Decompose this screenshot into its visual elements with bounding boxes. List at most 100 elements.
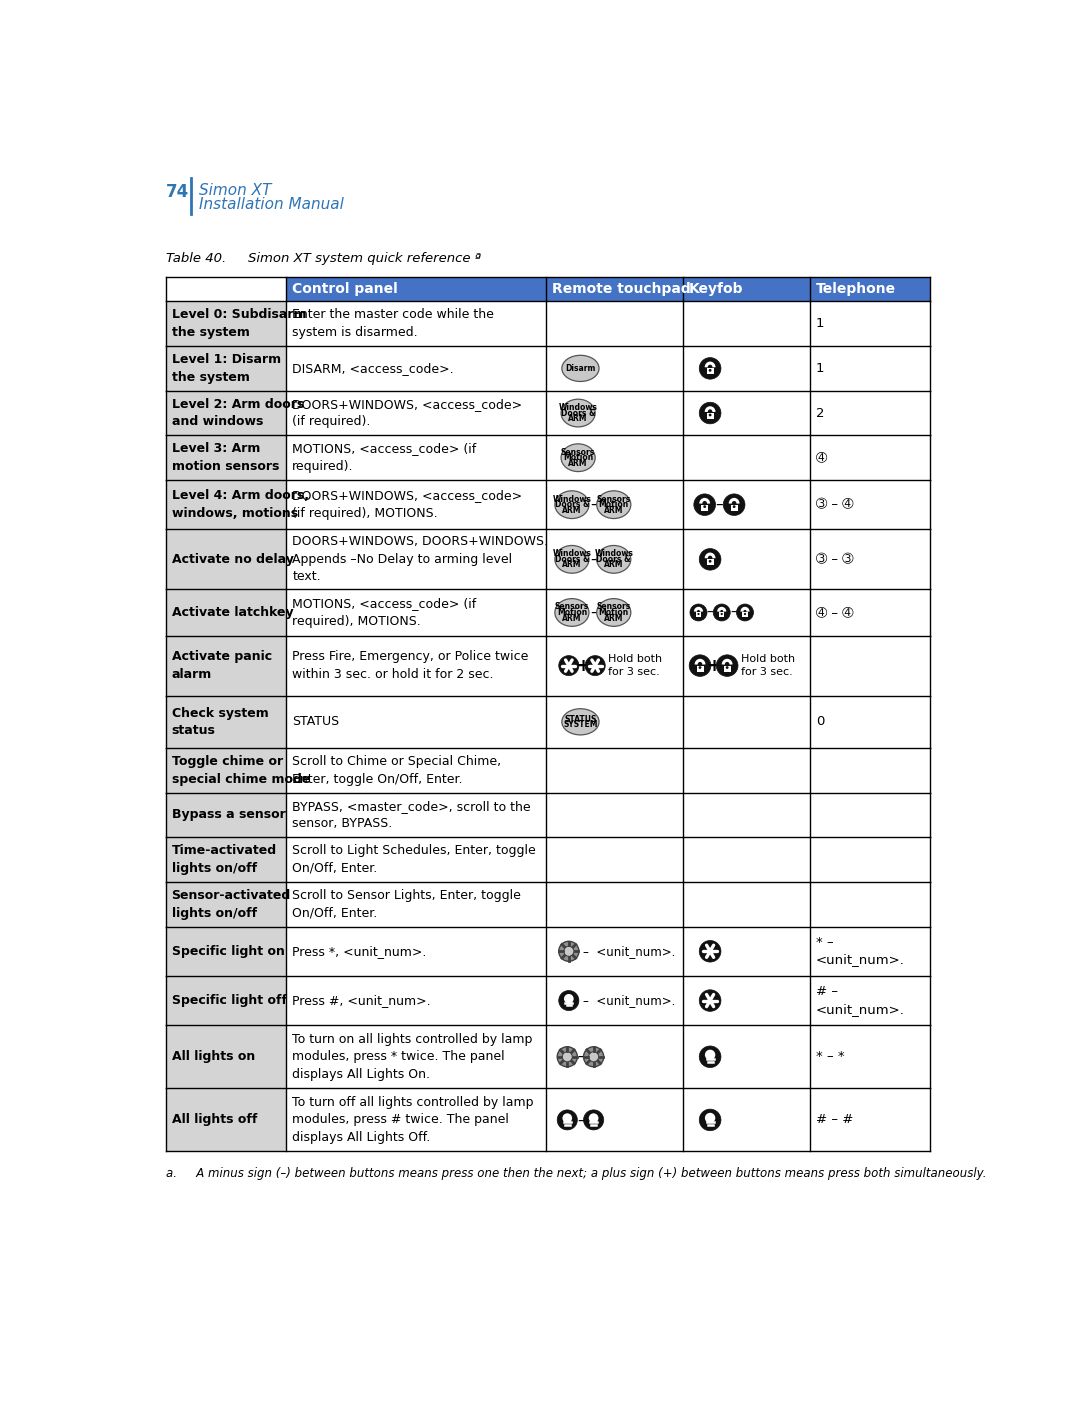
Text: ➃: ➃ <box>816 451 827 465</box>
Ellipse shape <box>562 708 599 735</box>
Text: –: – <box>730 605 737 620</box>
Text: Simon XT: Simon XT <box>199 183 272 197</box>
Text: Motion: Motion <box>599 500 629 510</box>
Text: –: – <box>577 1112 585 1128</box>
Circle shape <box>716 655 738 676</box>
Text: Activate panic
alarm: Activate panic alarm <box>172 650 272 681</box>
Text: Specific light off: Specific light off <box>172 994 286 1007</box>
Text: Control panel: Control panel <box>292 282 398 296</box>
Text: ARM: ARM <box>562 505 582 515</box>
Text: Keyfob: Keyfob <box>690 282 744 296</box>
Text: –: – <box>577 1049 585 1064</box>
Text: +: + <box>575 656 590 674</box>
Text: 1: 1 <box>816 317 824 331</box>
Text: –: – <box>590 552 598 567</box>
Bar <box>166 435 286 480</box>
Bar <box>166 346 286 391</box>
Circle shape <box>737 604 754 621</box>
Text: Scroll to Light Schedules, Enter, toggle
On/Off, Enter.: Scroll to Light Schedules, Enter, toggle… <box>292 845 536 874</box>
Text: Specific light on: Specific light on <box>172 945 284 957</box>
Bar <box>166 838 286 881</box>
Circle shape <box>724 494 745 515</box>
Text: Check system
status: Check system status <box>172 707 268 736</box>
Bar <box>724 666 730 672</box>
Text: –: – <box>590 497 598 513</box>
Ellipse shape <box>562 355 599 382</box>
Circle shape <box>562 1114 572 1124</box>
Bar <box>166 976 286 1025</box>
Ellipse shape <box>561 400 595 427</box>
Circle shape <box>563 946 574 956</box>
Bar <box>166 590 286 635</box>
Ellipse shape <box>597 598 631 627</box>
Circle shape <box>557 1110 577 1129</box>
Text: Doors &: Doors & <box>597 555 631 563</box>
Circle shape <box>585 656 605 676</box>
Ellipse shape <box>597 545 631 573</box>
Text: STATUS: STATUS <box>564 714 597 724</box>
Text: Level 4: Arm doors,
windows, motions: Level 4: Arm doors, windows, motions <box>172 490 309 520</box>
Circle shape <box>709 414 712 417</box>
Bar <box>166 301 286 346</box>
Circle shape <box>564 994 574 1004</box>
Text: ARM: ARM <box>569 459 588 467</box>
Text: Windows: Windows <box>553 549 591 558</box>
Circle shape <box>721 612 723 615</box>
Circle shape <box>699 403 721 424</box>
Circle shape <box>584 1110 604 1129</box>
Text: Hold both
for 3 sec.: Hold both for 3 sec. <box>607 655 662 677</box>
Bar <box>719 612 725 617</box>
Circle shape <box>559 991 579 1011</box>
Ellipse shape <box>561 444 595 472</box>
Text: Doors &: Doors & <box>555 555 589 563</box>
Circle shape <box>704 1112 715 1124</box>
Text: * – *: * – * <box>816 1050 845 1063</box>
Bar <box>697 666 703 672</box>
Circle shape <box>699 358 721 379</box>
Text: ARM: ARM <box>562 560 582 569</box>
Text: Activate latchkey: Activate latchkey <box>172 605 293 620</box>
Text: DISARM, <access_code>.: DISARM, <access_code>. <box>292 362 454 375</box>
Text: Windows: Windows <box>559 403 598 413</box>
Text: Table 40.   Simon XT system quick reference ª: Table 40. Simon XT system quick referenc… <box>166 252 481 265</box>
Circle shape <box>559 656 579 676</box>
Bar <box>696 612 701 617</box>
Text: ARM: ARM <box>604 560 623 569</box>
Text: ARM: ARM <box>562 614 582 622</box>
Text: a.   A minus sign (–) between buttons means press one then the next; a plus sign: a. A minus sign (–) between buttons mean… <box>166 1167 987 1180</box>
Text: Toggle chime or
special chime mode: Toggle chime or special chime mode <box>172 755 310 786</box>
Text: Motion: Motion <box>563 453 593 462</box>
Bar <box>286 277 930 301</box>
Text: # –
<unit_num>.: # – <unit_num>. <box>816 986 904 1015</box>
Bar <box>166 748 286 793</box>
Text: +: + <box>707 656 722 674</box>
Bar <box>166 793 286 838</box>
Bar <box>166 696 286 748</box>
Text: 1: 1 <box>816 362 824 375</box>
Text: Sensors: Sensors <box>555 603 589 611</box>
Text: STATUS: STATUS <box>292 715 339 728</box>
Circle shape <box>713 604 730 621</box>
Circle shape <box>699 990 721 1011</box>
Text: # – #: # – # <box>816 1114 853 1126</box>
Text: Windows: Windows <box>594 549 633 558</box>
Circle shape <box>699 1110 721 1131</box>
Circle shape <box>589 1114 599 1124</box>
Circle shape <box>732 505 735 508</box>
Bar <box>166 529 286 590</box>
Text: Remote touchpad: Remote touchpad <box>552 282 691 296</box>
Text: Level 1: Disarm
the system: Level 1: Disarm the system <box>172 353 281 383</box>
Text: DOORS+WINDOWS, <access_code>
(if required).: DOORS+WINDOWS, <access_code> (if require… <box>292 398 523 428</box>
Text: DOORS+WINDOWS, DOORS+WINDOWS.
Appends –No Delay to arming level
text.: DOORS+WINDOWS, DOORS+WINDOWS. Appends –N… <box>292 535 548 583</box>
Text: Scroll to Chime or Special Chime,
Enter, toggle On/Off, Enter.: Scroll to Chime or Special Chime, Enter,… <box>292 755 501 786</box>
Bar <box>166 391 286 435</box>
Text: Sensors: Sensors <box>597 603 631 611</box>
Text: Installation Manual: Installation Manual <box>199 197 343 211</box>
Circle shape <box>726 666 729 669</box>
Circle shape <box>699 1046 721 1067</box>
Text: To turn on all lights controlled by lamp
modules, press * twice. The panel
displ: To turn on all lights controlled by lamp… <box>292 1033 532 1081</box>
Text: Hold both
for 3 sec.: Hold both for 3 sec. <box>741 655 795 677</box>
Text: Press *, <unit_num>.: Press *, <unit_num>. <box>292 945 427 957</box>
Circle shape <box>557 1046 577 1067</box>
Text: Doors &: Doors & <box>555 500 589 510</box>
